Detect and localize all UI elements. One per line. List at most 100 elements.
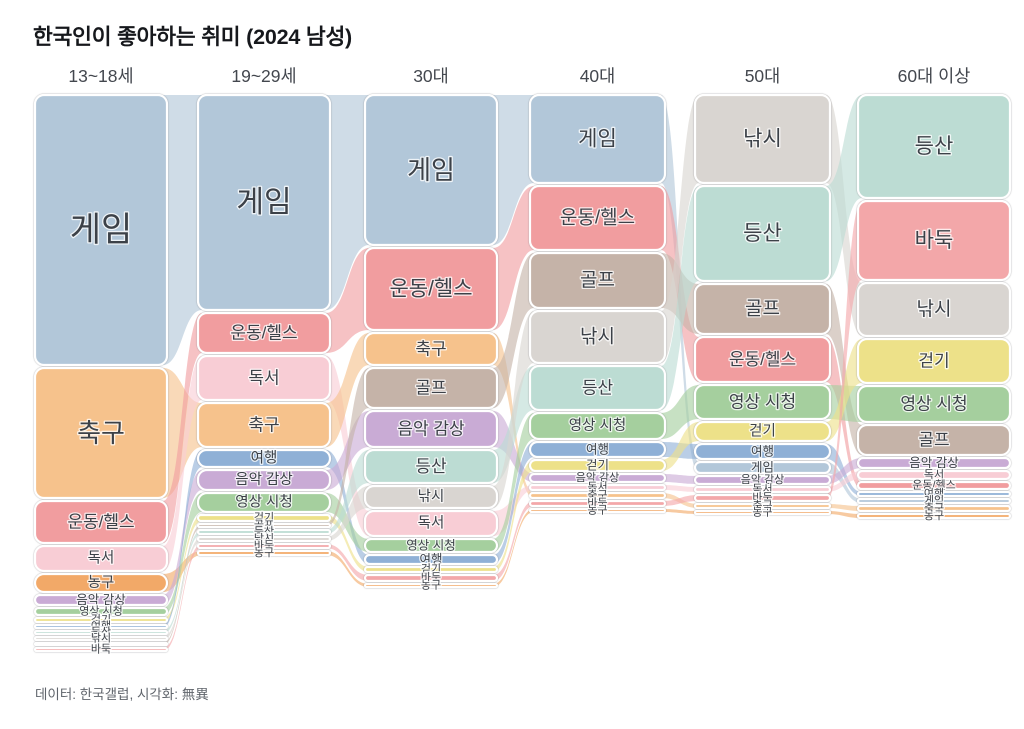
- hobby-label: 운동/헬스: [729, 350, 796, 369]
- hobby-label: 독서: [248, 369, 279, 388]
- hobby-label: 게임: [924, 494, 944, 507]
- hobby-block: [196, 401, 332, 449]
- hobby-label: 바둑: [254, 539, 274, 552]
- hobby-label: 운동/헬스: [912, 479, 956, 492]
- flow-ribbon: [163, 95, 202, 365]
- hobby-label: 바둑: [587, 497, 607, 510]
- flow-ribbon: [661, 495, 699, 506]
- hobby-label: 영상 시청: [235, 494, 292, 511]
- hobby-block: [693, 282, 832, 336]
- hobby-block: [528, 93, 667, 185]
- hobby-label: 바둑: [915, 229, 954, 252]
- hobby-label: 영상 시청: [900, 395, 967, 414]
- flow-ribbon: [661, 385, 699, 439]
- hobby-label: 등산: [582, 379, 614, 398]
- hobby-label: 낚시: [743, 128, 782, 151]
- hobby-label: 영상 시청: [79, 605, 123, 618]
- hobby-label: 게임: [236, 186, 291, 219]
- hobby-block: [856, 497, 1012, 505]
- hobby-block: [196, 491, 332, 514]
- hobby-label: 축구: [752, 499, 772, 512]
- hobby-block: [528, 499, 667, 508]
- flow-ribbon: [326, 551, 369, 587]
- flow-ribbons: [163, 95, 862, 651]
- hobby-block: [363, 509, 499, 538]
- hobby-label: 영상 시청: [569, 417, 626, 434]
- hobby-block: [363, 448, 499, 485]
- flow-ribbon: [326, 450, 369, 534]
- hobby-block: [363, 93, 499, 247]
- hobby-block: [856, 93, 1012, 200]
- hobby-label: 운동/헬스: [560, 207, 635, 229]
- hobby-label: 음악 감상: [76, 593, 126, 607]
- hobby-block: [196, 535, 332, 543]
- hobby-label: 낚시: [91, 632, 111, 645]
- hobby-label: 바둑: [752, 491, 772, 504]
- hobby-blocks: [33, 93, 1012, 653]
- hobby-label: 골프: [918, 431, 949, 450]
- flow-ribbon: [493, 501, 534, 581]
- hobby-block: [856, 199, 1012, 282]
- flow-ribbon: [326, 95, 369, 310]
- hobby-block: [528, 483, 667, 492]
- hobby-label: 축구: [587, 489, 607, 502]
- hobby-block: [363, 582, 499, 589]
- flow-ribbon: [326, 544, 369, 581]
- hobby-block: [528, 472, 667, 484]
- hobby-label: 농구: [421, 579, 441, 592]
- hobby-block: [693, 383, 832, 421]
- flow-ribbon: [493, 413, 534, 552]
- hobby-block: [196, 311, 332, 355]
- hobby-block: [33, 606, 169, 617]
- column-header: 13~18세: [68, 66, 133, 86]
- column-header: 30대: [413, 66, 449, 86]
- column-header: 60대 이상: [898, 66, 971, 86]
- flow-ribbon: [661, 509, 699, 514]
- hobby-label: 게임: [70, 211, 133, 249]
- hobby-block: [33, 593, 169, 607]
- hobby-label: 축구: [248, 416, 279, 435]
- flow-ribbon: [163, 524, 202, 645]
- flow-ribbon: [826, 511, 862, 518]
- page-title: 한국인이 좋아하는 취미 (2024 남성): [33, 25, 353, 49]
- hobby-label: 영상 시청: [729, 393, 796, 412]
- hobby-label: 게임: [751, 461, 774, 475]
- hobby-label: 독서: [752, 483, 772, 496]
- hobby-label: 농구: [254, 546, 274, 559]
- hobby-label: 농구: [924, 509, 944, 522]
- hobby-block: [33, 641, 169, 647]
- flow-ribbon: [326, 486, 369, 541]
- hobby-label: 등산: [915, 135, 954, 158]
- hobby-block: [33, 629, 169, 636]
- hobby-label: 음악 감상: [576, 471, 620, 484]
- hobby-block: [693, 335, 832, 384]
- hobby-label: 축구: [77, 418, 125, 448]
- hobby-block: [33, 499, 169, 545]
- hobby-label: 독서: [418, 515, 445, 532]
- hobby-block: [528, 411, 667, 441]
- hobby-block: [33, 623, 169, 630]
- alluvial-chart: 13~18세 19~29세 30대 40대 50대 60대 이상게임축구운동/헬스독서농구…: [33, 66, 1012, 657]
- hobby-block: [196, 522, 332, 529]
- hobby-label: 골프: [254, 519, 274, 532]
- hobby-block: [33, 646, 169, 653]
- hobby-label: 여행: [924, 487, 944, 500]
- hobby-label: 여행: [251, 450, 278, 467]
- flow-ribbon: [493, 509, 534, 587]
- hobby-label: 축구: [924, 502, 944, 515]
- hobby-label: 축구: [415, 340, 446, 359]
- hobby-label: 운동/헬스: [389, 278, 472, 301]
- flow-ribbon: [163, 450, 202, 628]
- hobby-block: [856, 337, 1012, 385]
- hobby-block: [33, 572, 169, 594]
- hobby-block: [528, 309, 667, 365]
- hobby-block: [693, 93, 832, 185]
- column-header: 50대: [745, 66, 781, 86]
- flow-ribbon: [163, 537, 202, 640]
- hobby-block: [363, 565, 499, 574]
- hobby-block: [528, 184, 667, 252]
- hobby-block: [33, 93, 169, 367]
- hobby-block: [363, 366, 499, 410]
- flow-ribbon: [163, 544, 202, 651]
